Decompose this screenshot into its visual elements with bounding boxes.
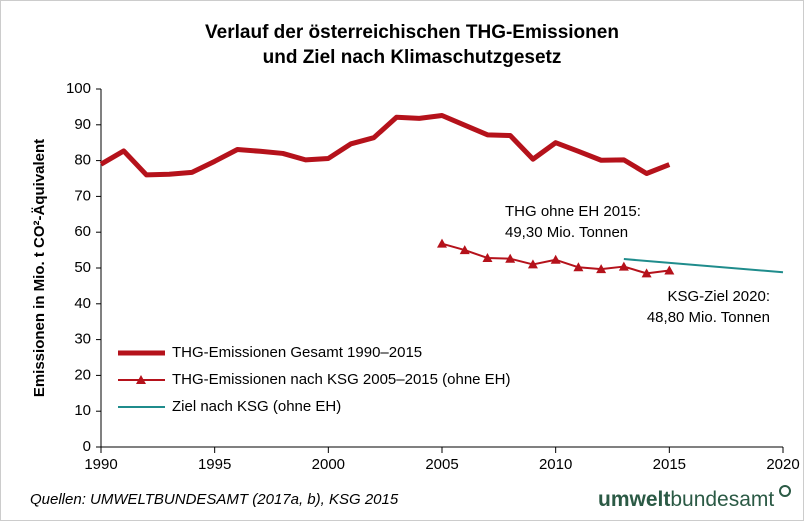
marker	[550, 254, 561, 264]
x-tick-label: 1990	[84, 456, 117, 473]
chart-title: Verlauf der österreichischen THG-Emissio…	[205, 22, 619, 43]
legend-label: Ziel nach KSG (ohne EH)	[172, 398, 341, 415]
legend-label: THG-Emissionen nach KSG 2005–2015 (ohne …	[172, 371, 511, 388]
y-tick-label: 40	[74, 295, 91, 312]
marker	[664, 265, 675, 275]
x-tick-label: 2010	[539, 456, 572, 473]
chart-title: und Ziel nach Klimaschutzgesetz	[263, 47, 562, 68]
x-tick-label: 2000	[312, 456, 345, 473]
annotation: THG ohne EH 2015:	[505, 203, 641, 220]
annotation: 49,30 Mio. Tonnen	[505, 224, 628, 241]
marker	[596, 264, 607, 274]
logo: umweltbundesamt	[598, 488, 774, 511]
annotation: KSG-Ziel 2020:	[667, 288, 770, 305]
marker	[527, 259, 538, 269]
y-tick-label: 60	[74, 223, 91, 240]
logo-mark	[779, 485, 791, 497]
y-tick-label: 10	[74, 402, 91, 419]
y-tick-label: 20	[74, 366, 91, 383]
y-tick-label: 50	[74, 259, 91, 276]
marker	[618, 261, 629, 271]
annotation: 48,80 Mio. Tonnen	[647, 309, 770, 326]
marker	[459, 245, 470, 255]
marker	[482, 252, 493, 262]
marker	[437, 238, 447, 248]
marker	[573, 262, 584, 272]
marker	[505, 253, 516, 263]
x-tick-label: 1995	[198, 456, 231, 473]
x-tick-label: 2020	[766, 456, 799, 473]
marker	[641, 268, 652, 278]
series-line	[99, 112, 671, 178]
y-tick-label: 70	[74, 187, 91, 204]
y-tick-label: 30	[74, 331, 91, 348]
x-tick-label: 2005	[425, 456, 458, 473]
logo-part: bundesamt	[670, 488, 774, 511]
source: Quellen: UMWELTBUNDESAMT (2017a, b), KSG…	[30, 491, 399, 508]
y-tick-label: 80	[74, 152, 91, 169]
series-line	[623, 258, 784, 274]
logo-part: umwelt	[598, 488, 670, 511]
y-tick-label: 0	[83, 438, 91, 455]
y-tick-label: 90	[74, 116, 91, 133]
legend-label: THG-Emissionen Gesamt 1990–2015	[172, 344, 422, 361]
legend-marker	[136, 375, 146, 384]
y-tick-label: 100	[66, 80, 91, 97]
y-axis-label: Emissionen in Mio. t CO²-Äquivalent	[31, 139, 48, 397]
x-tick-label: 2015	[653, 456, 686, 473]
